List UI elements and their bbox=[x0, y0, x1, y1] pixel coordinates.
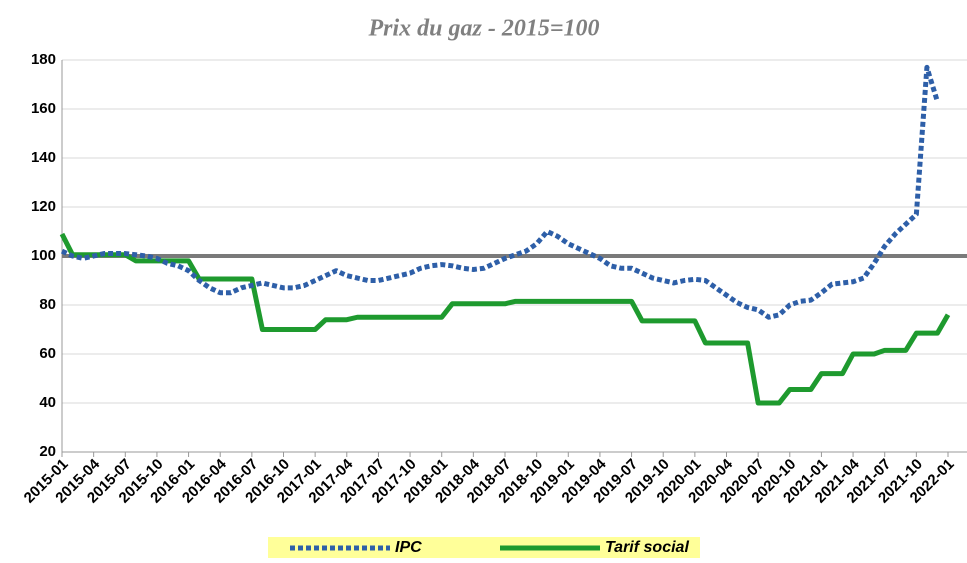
y-tick-label: 60 bbox=[39, 345, 56, 362]
y-tick-label: 40 bbox=[39, 394, 56, 411]
legend-label: IPC bbox=[395, 539, 422, 556]
y-tick-label: 100 bbox=[31, 247, 56, 264]
y-tick-label: 80 bbox=[39, 296, 56, 313]
legend-label: Tarif social bbox=[605, 539, 689, 556]
chart-title: Prix du gaz - 2015=100 bbox=[367, 16, 599, 42]
y-tick-label: 140 bbox=[31, 149, 56, 166]
y-tick-label: 20 bbox=[39, 443, 56, 460]
series-line bbox=[60, 64, 940, 320]
legend-box bbox=[268, 537, 700, 558]
y-tick-label: 180 bbox=[31, 51, 56, 68]
y-tick-label: 160 bbox=[31, 100, 56, 117]
y-tick-label: 120 bbox=[31, 198, 56, 215]
series-line bbox=[59, 232, 951, 406]
